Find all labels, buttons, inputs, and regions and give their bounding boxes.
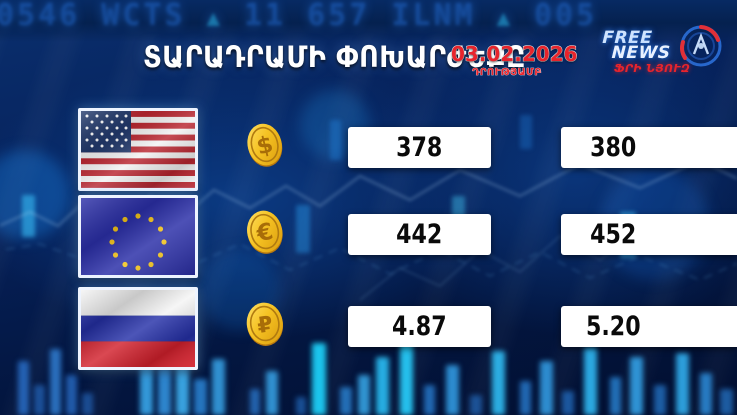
svg-text:$: $ <box>254 131 276 160</box>
date-value: 03.02.2026 <box>450 41 578 66</box>
buy-rate-box: 4.87 <box>348 306 491 347</box>
dollar-coin: $ <box>247 123 283 167</box>
united-states-flag-icon <box>81 111 195 188</box>
logo-line-news: NEWS <box>611 43 672 63</box>
svg-text:€: € <box>253 219 275 248</box>
channel-logo[interactable]: FREE NEWS ՖՐԻ ՆՅՈՒԶ <box>602 22 730 80</box>
russia-flag-icon <box>81 290 195 367</box>
ruble-coin: ₽ <box>246 302 284 346</box>
sell-rate-box: 380 <box>561 127 737 168</box>
buy-rate-value: 442 <box>396 219 443 250</box>
sell-rate-value: 380 <box>589 132 637 163</box>
table-row: $ 378 380 <box>0 104 737 196</box>
date-subtitle: ԴՐՈՒԹՅԱՄԲ <box>472 67 542 79</box>
ticker-text-left: 0546 WCTS <box>0 0 186 33</box>
sell-rate-value: 452 <box>589 219 637 250</box>
page-title: ՏԱՐԱԴՐԱՄԻ ՓՈԽԱՐԺԵՔԸ <box>143 40 526 74</box>
ticker-text-mid: 11 657 ILNM <box>243 0 476 33</box>
european-union-flag-icon <box>81 198 195 275</box>
date-block: 03.02.2026 ԴՐՈՒԹՅԱՄԲ <box>450 41 578 79</box>
flag-russia <box>78 287 198 370</box>
sell-rate-box: 5.20 <box>561 306 737 347</box>
stock-ticker-strip: 0546 WCTS ▲ 11 657 ILNM ▲ 005 <box>0 0 737 42</box>
sell-rate-value: 5.20 <box>585 311 641 342</box>
buy-rate-box: 442 <box>348 214 491 255</box>
buy-rate-value: 378 <box>396 132 443 163</box>
logo-emblem-icon <box>680 25 722 67</box>
ticker-text: 0546 WCTS ▲ 11 657 ILNM ▲ 005 <box>0 0 597 33</box>
logo-armenian-text: ՖՐԻ ՆՅՈՒԶ <box>614 62 691 75</box>
logo-wordmark: FREE NEWS <box>601 28 703 63</box>
ticker-text-right: 005 <box>534 0 598 33</box>
ticker-up-arrow-1: ▲ <box>206 6 223 31</box>
table-row: ₽ 4.87 5.20 <box>0 283 737 375</box>
flag-european-union <box>78 195 198 278</box>
euro-coin: € <box>247 210 283 254</box>
ticker-up-arrow-2: ▲ <box>496 6 513 31</box>
flag-united-states <box>78 108 198 191</box>
table-row: € 442 452 <box>0 191 737 283</box>
buy-rate-value: 4.87 <box>392 311 447 342</box>
sell-rate-box: 452 <box>561 214 737 255</box>
buy-rate-box: 378 <box>348 127 491 168</box>
svg-text:₽: ₽ <box>256 312 275 339</box>
